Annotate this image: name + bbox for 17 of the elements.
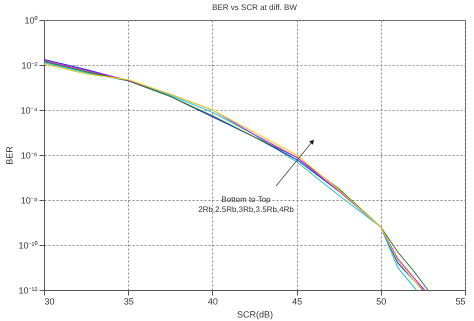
y-tick-label: 10⁻⁴ [20, 106, 38, 116]
x-tick-label: 35 [124, 296, 134, 306]
y-axis-title: BER [4, 146, 14, 165]
chart-title: BER vs SCR at diff. BW [212, 3, 298, 12]
y-tick-label: 10⁻⁶ [20, 150, 38, 160]
y-tick-label: 10⁻¹² [18, 286, 38, 296]
x-axis-title: SCR(dB) [236, 310, 274, 320]
y-tick-label: 10⁰ [24, 16, 38, 26]
y-tick-label: 10⁻⁸ [20, 196, 38, 206]
x-tick-label: 30 [44, 296, 55, 306]
annotation: Bottom to Top 2Rb,2.5Rb,3Rb,3.5Rb,4Rb [198, 195, 294, 214]
x-tick-label: 50 [376, 296, 386, 306]
x-tick-label: 40 [208, 296, 218, 306]
y-tick-label: 10⁻² [21, 60, 38, 70]
y-tick-label: 10⁻¹⁰ [18, 240, 38, 250]
x-tick-label: 45 [292, 296, 302, 306]
x-tick-label: 55 [455, 296, 466, 306]
